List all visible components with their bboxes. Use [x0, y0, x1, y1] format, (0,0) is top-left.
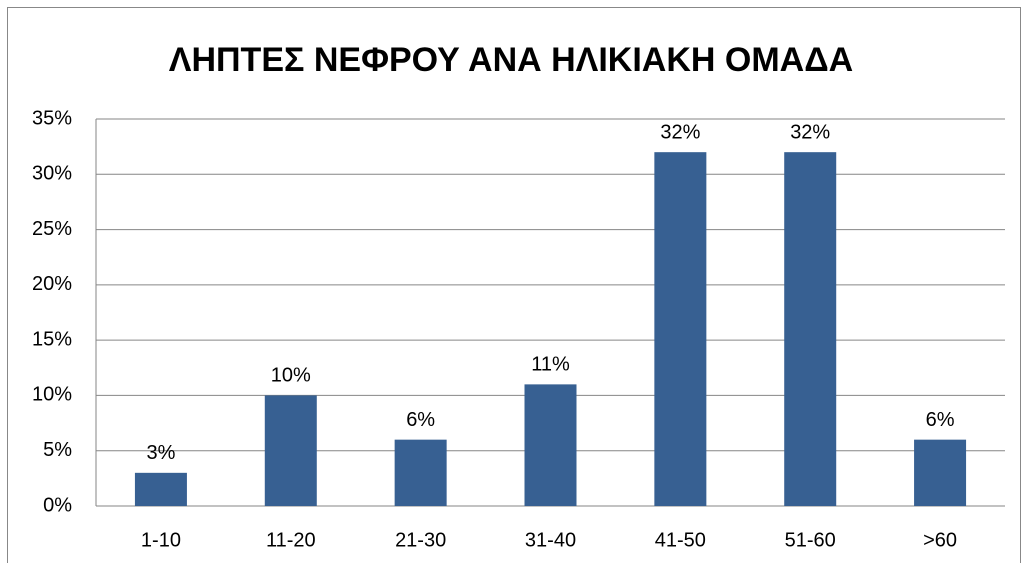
x-tick-label: 21-30 [395, 529, 446, 551]
data-label: 32% [660, 121, 700, 143]
y-tick-label: 20% [32, 273, 72, 295]
chart-border [7, 7, 1021, 563]
x-tick-label: >60 [923, 529, 957, 551]
data-label: 32% [790, 121, 830, 143]
x-tick-label: 31-40 [525, 529, 576, 551]
bar [394, 439, 447, 506]
bar [784, 152, 837, 506]
x-tick-label: 1-10 [141, 529, 181, 551]
bar [524, 384, 577, 506]
data-label: 10% [271, 365, 311, 387]
data-label: 3% [146, 442, 175, 464]
data-label: 6% [926, 409, 955, 431]
bar [264, 395, 317, 506]
bar [914, 439, 967, 506]
x-tick-label: 41-50 [655, 529, 706, 551]
y-tick-label: 35% [32, 107, 72, 129]
x-tick-label: 51-60 [785, 529, 836, 551]
data-label: 6% [406, 409, 435, 431]
y-tick-label: 0% [43, 494, 72, 516]
x-tick-label: 11-20 [266, 529, 316, 551]
bar [134, 472, 187, 506]
data-label: 11% [531, 354, 570, 376]
y-tick-label: 5% [43, 439, 72, 461]
y-tick-label: 25% [32, 218, 72, 240]
y-tick-label: 10% [32, 384, 72, 406]
y-tick-label: 30% [32, 163, 72, 185]
bar [654, 152, 707, 506]
y-tick-label: 15% [32, 328, 72, 350]
chart-title: ΛΗΠΤΕΣ ΝΕΦΡΟΥ ΑΝΑ ΗΛΙΚΙΑΚΗ ΟΜΑΔΑ [169, 41, 853, 79]
